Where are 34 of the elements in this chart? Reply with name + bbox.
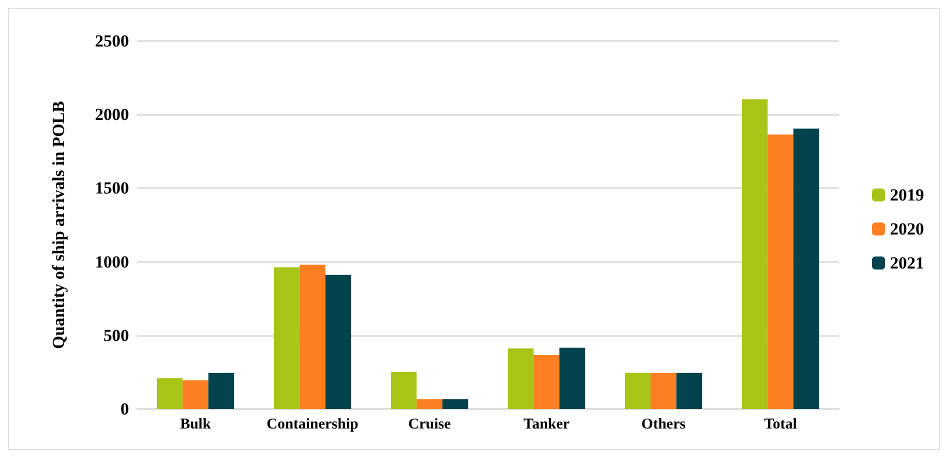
bar [156, 378, 183, 409]
legend-label: 2020 [890, 220, 924, 238]
x-tick-label: Cruise [408, 416, 452, 432]
bar [208, 372, 234, 409]
bar [508, 348, 534, 409]
bar [325, 274, 352, 409]
legend-label: 2021 [890, 254, 924, 272]
bar [390, 372, 417, 409]
bar [274, 267, 300, 409]
y-tick-label: 1500 [95, 178, 129, 198]
bar [793, 128, 820, 409]
bar [624, 372, 651, 409]
bar [182, 380, 208, 409]
bar [650, 372, 676, 409]
bar [742, 99, 768, 409]
bar [300, 264, 326, 409]
y-tick-label: 2500 [95, 32, 129, 50]
x-tick-label: Tanker [523, 416, 570, 432]
x-tick-label: Containership [266, 416, 358, 432]
y-tick-label: 0 [120, 400, 129, 418]
x-tick-label: Others [641, 416, 686, 432]
bar [768, 134, 794, 409]
y-tick-label: 500 [104, 326, 129, 345]
bar [559, 348, 586, 409]
y-tick-label: 1000 [95, 252, 129, 272]
bar [442, 399, 468, 409]
bar [416, 399, 442, 409]
bar [534, 354, 560, 409]
x-tick-label: Total [764, 416, 797, 432]
y-tick-label: 2000 [95, 105, 129, 124]
bar [676, 372, 702, 409]
legend-label: 2019 [890, 186, 924, 204]
x-tick-label: Bulk [180, 416, 212, 432]
y-axis-title: Quantity of ship arrivals in POLB [49, 101, 68, 349]
